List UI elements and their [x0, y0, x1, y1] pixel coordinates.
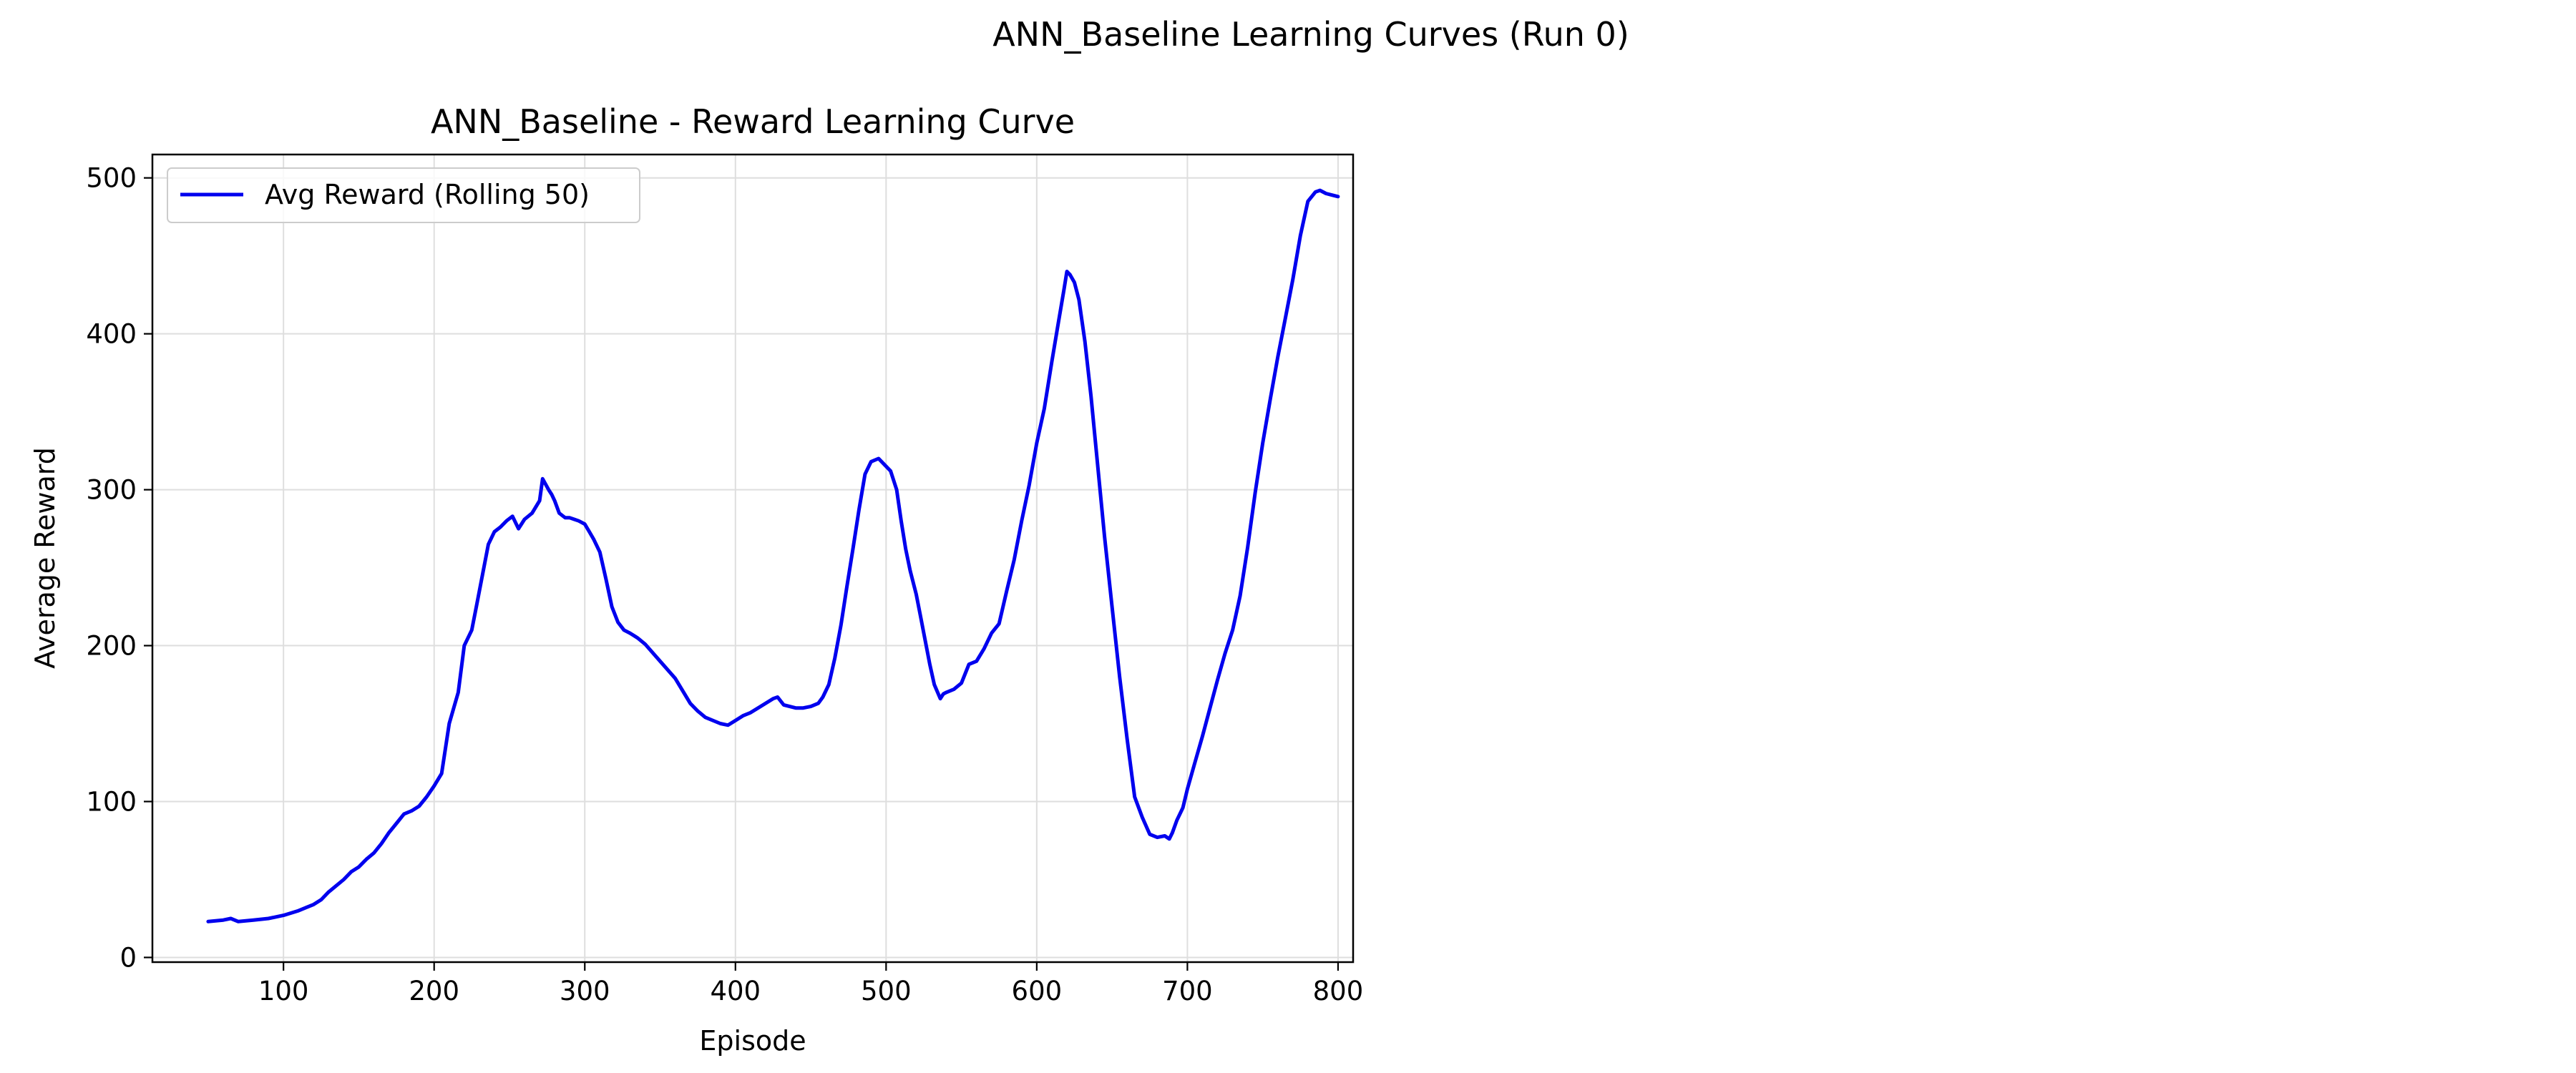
- x-tick-label: 800: [1313, 976, 1364, 1006]
- y-axis-label: Average Reward: [29, 447, 61, 669]
- x-axis-ticks: 100 200 300 400 500 600 700 800: [258, 962, 1363, 1006]
- y-tick-label: 100: [86, 787, 137, 818]
- legend-entry-label: Avg Reward (Rolling 50): [265, 179, 590, 210]
- y-tick-label: 0: [119, 942, 137, 973]
- axes-frame: [151, 153, 1355, 964]
- grid-lines: [152, 155, 1353, 962]
- chart-title: ANN_Baseline - Reward Learning Curve: [431, 102, 1075, 141]
- y-axis-ticks: 0 100 200 300 400 500: [86, 163, 152, 973]
- x-tick-label: 300: [560, 976, 610, 1006]
- x-tick-label: 600: [1012, 976, 1063, 1006]
- x-axis-label: Episode: [699, 1025, 806, 1057]
- figure-suptitle: ANN_Baseline Learning Curves (Run 0): [992, 15, 1629, 54]
- x-tick-label: 100: [258, 976, 309, 1006]
- x-tick-label: 400: [710, 976, 761, 1006]
- x-tick-label: 700: [1162, 976, 1213, 1006]
- y-tick-label: 500: [86, 163, 137, 194]
- plot-area: [206, 188, 1340, 923]
- y-tick-label: 400: [86, 319, 137, 350]
- x-tick-label: 500: [861, 976, 912, 1006]
- y-tick-label: 200: [86, 631, 137, 662]
- legend: Avg Reward (Rolling 50): [167, 167, 640, 223]
- legend-box: [167, 167, 640, 223]
- x-tick-label: 200: [409, 976, 459, 1006]
- y-tick-label: 300: [86, 475, 137, 506]
- series-line-avg-reward: [206, 188, 1340, 923]
